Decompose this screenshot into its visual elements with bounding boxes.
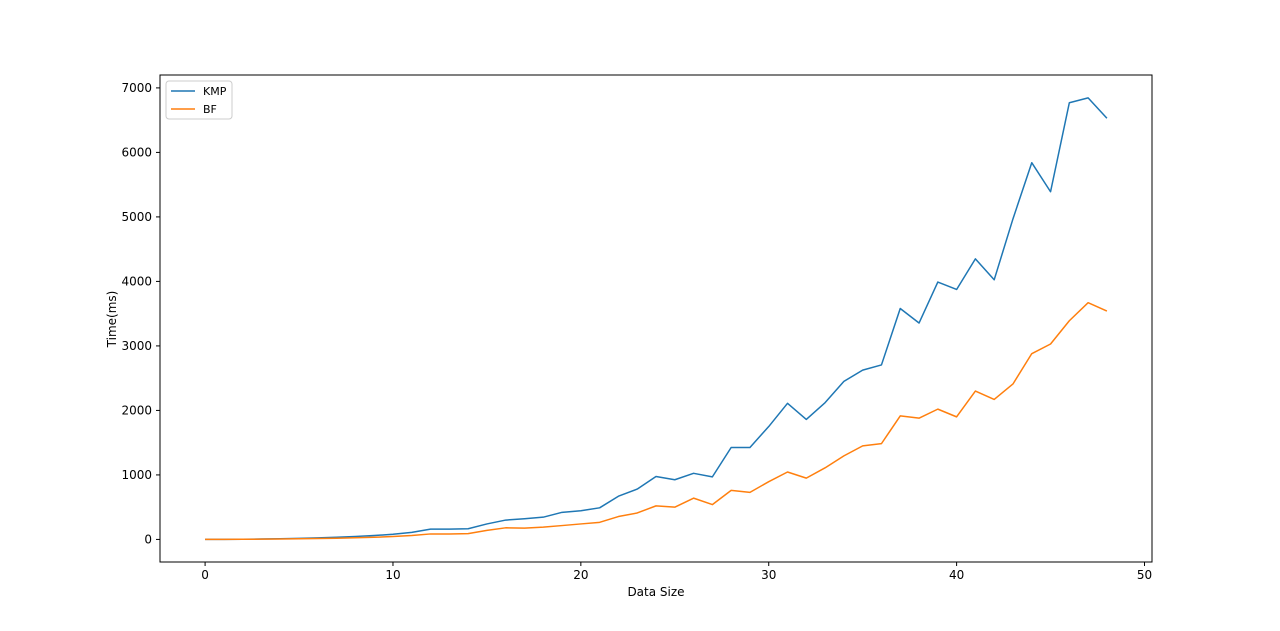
series-line-kmp [205, 97, 1108, 541]
y-tick-label: 7000 [121, 81, 152, 95]
x-tick-label: 40 [949, 568, 964, 582]
x-tick-label: 20 [573, 568, 588, 582]
y-axis-label: Time(ms) [105, 291, 119, 349]
x-axis-ticks: 0 10 20 30 40 50 [201, 562, 1152, 582]
series-line-bf [205, 301, 1108, 541]
y-axis-ticks: 0 1000 2000 3000 4000 5000 6000 7000 [121, 81, 160, 546]
x-tick-label: 50 [1137, 568, 1152, 582]
plot-frame [159, 74, 1153, 563]
y-tick-label: 4000 [121, 274, 152, 288]
y-tick-label: 6000 [121, 145, 152, 159]
x-tick-label: 0 [201, 568, 209, 582]
y-tick-label: 1000 [121, 468, 152, 482]
y-tick-label: 2000 [121, 403, 152, 417]
series-layer [205, 97, 1108, 541]
y-tick-label: 0 [144, 532, 152, 546]
y-tick-label: 3000 [121, 339, 152, 353]
x-tick-label: 10 [385, 568, 400, 582]
x-axis-label: Data Size [627, 585, 684, 599]
y-tick-label: 5000 [121, 210, 152, 224]
legend: KMP BF [165, 80, 233, 120]
x-tick-label: 30 [761, 568, 776, 582]
legend-label-bf: BF [203, 103, 217, 116]
legend-label-kmp: KMP [203, 85, 227, 98]
